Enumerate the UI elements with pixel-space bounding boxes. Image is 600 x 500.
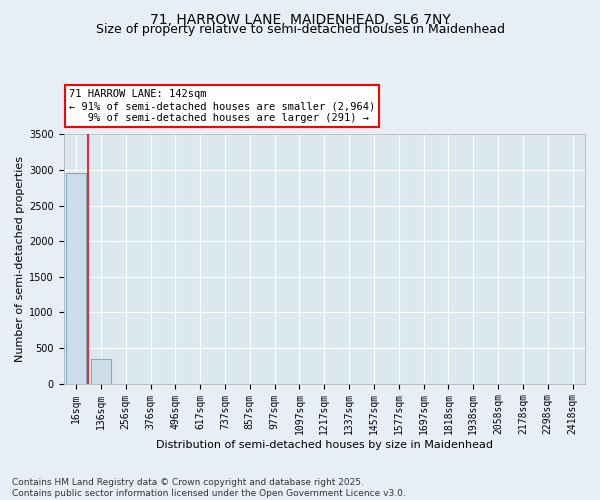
Y-axis label: Number of semi-detached properties: Number of semi-detached properties bbox=[15, 156, 25, 362]
Text: Size of property relative to semi-detached houses in Maidenhead: Size of property relative to semi-detach… bbox=[95, 22, 505, 36]
X-axis label: Distribution of semi-detached houses by size in Maidenhead: Distribution of semi-detached houses by … bbox=[156, 440, 493, 450]
Text: 71 HARROW LANE: 142sqm
← 91% of semi-detached houses are smaller (2,964)
   9% o: 71 HARROW LANE: 142sqm ← 91% of semi-det… bbox=[69, 90, 375, 122]
Text: Contains HM Land Registry data © Crown copyright and database right 2025.
Contai: Contains HM Land Registry data © Crown c… bbox=[12, 478, 406, 498]
Bar bbox=[66, 173, 86, 384]
Text: 71, HARROW LANE, MAIDENHEAD, SL6 7NY: 71, HARROW LANE, MAIDENHEAD, SL6 7NY bbox=[149, 12, 451, 26]
Bar bbox=[91, 360, 111, 384]
